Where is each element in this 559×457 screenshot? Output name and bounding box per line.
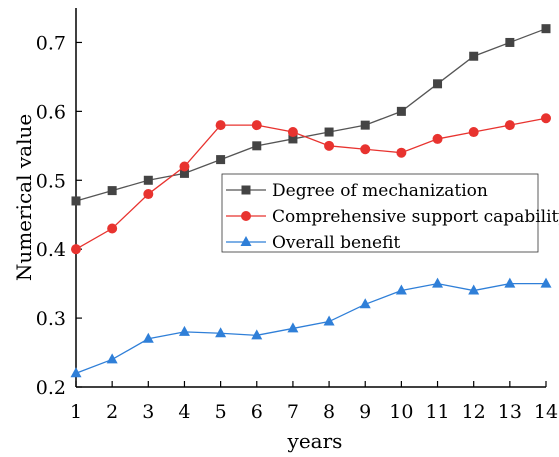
x-tick-label: 10 xyxy=(389,401,413,423)
series-2 xyxy=(71,113,551,255)
y-tick-label: 0.5 xyxy=(36,170,66,192)
data-point xyxy=(540,277,552,288)
data-point xyxy=(179,168,189,178)
data-point xyxy=(323,315,335,326)
x-tick-label: 6 xyxy=(251,401,263,423)
data-point xyxy=(178,325,190,336)
x-tick-label: 12 xyxy=(462,401,486,423)
data-point xyxy=(251,329,263,340)
legend-marker xyxy=(241,185,251,195)
data-point xyxy=(360,144,371,155)
data-point xyxy=(287,127,298,138)
legend-label: Comprehensive support capability xyxy=(272,207,559,227)
legend-box xyxy=(221,173,539,253)
data-point xyxy=(107,186,117,196)
data-point xyxy=(504,277,516,288)
data-point xyxy=(287,322,299,333)
legend-marker xyxy=(240,236,252,246)
y-tick-label: 0.7 xyxy=(36,32,66,54)
x-tick-label: 1 xyxy=(70,401,82,423)
y-tick-label: 0.3 xyxy=(36,308,66,330)
x-tick-label: 5 xyxy=(215,401,227,423)
data-point xyxy=(360,120,370,130)
data-point xyxy=(252,141,262,151)
data-point xyxy=(324,140,335,151)
x-tick-label: 2 xyxy=(106,401,118,423)
data-point xyxy=(433,79,443,89)
data-point xyxy=(324,127,334,137)
y-tick-label: 0.2 xyxy=(36,377,66,399)
legend-label: Overall benefit xyxy=(272,233,400,253)
series-layer xyxy=(70,24,552,378)
data-point xyxy=(70,367,82,378)
data-point xyxy=(251,120,262,131)
data-point xyxy=(432,277,444,288)
legend-marker xyxy=(241,211,251,221)
x-tick-label: 7 xyxy=(287,401,299,423)
data-point xyxy=(288,134,298,144)
data-point xyxy=(505,37,515,47)
data-point xyxy=(71,244,81,255)
data-point xyxy=(395,284,407,295)
x-tick-label: 3 xyxy=(142,401,154,423)
y-axis-title: Numerical value xyxy=(12,114,36,281)
x-tick-label: 11 xyxy=(425,401,449,423)
data-point xyxy=(359,298,371,309)
data-point xyxy=(107,223,118,234)
y-tick-label: 0.6 xyxy=(36,101,66,123)
data-point xyxy=(468,284,480,295)
data-point xyxy=(432,133,443,144)
x-tick-label: 14 xyxy=(534,401,558,423)
series-1 xyxy=(71,24,551,206)
series-3 xyxy=(70,277,552,378)
x-tick-label: 13 xyxy=(498,401,522,423)
ticks: 0.20.30.40.50.60.71 2 3 4 5 6 7 8 9 10 11 12 13 14 xyxy=(36,32,558,423)
series-line xyxy=(75,28,547,202)
x-tick-label: 4 xyxy=(178,401,190,423)
legend-label: Degree of mechanization xyxy=(272,181,488,201)
y-tick-label: 0.4 xyxy=(36,239,66,261)
x-tick-label: 9 xyxy=(359,401,371,423)
x-axis-title: years xyxy=(287,429,343,453)
data-point xyxy=(504,120,515,131)
data-point xyxy=(179,161,190,172)
x-tick-label: 8 xyxy=(323,401,335,423)
data-point xyxy=(71,196,81,206)
data-point xyxy=(469,51,479,61)
data-point xyxy=(468,127,479,138)
data-point xyxy=(541,24,551,34)
data-point xyxy=(106,353,118,364)
data-point xyxy=(541,113,551,124)
data-point xyxy=(215,327,227,338)
legend: Degree of mechanization Comprehensive sup… xyxy=(221,173,559,253)
data-point xyxy=(396,106,406,116)
series-line xyxy=(75,282,546,374)
data-point xyxy=(143,175,153,185)
data-point xyxy=(216,155,226,165)
data-point xyxy=(142,332,154,343)
series-line xyxy=(75,117,547,250)
data-point xyxy=(215,120,226,131)
data-point xyxy=(396,147,407,158)
data-point xyxy=(143,189,154,200)
